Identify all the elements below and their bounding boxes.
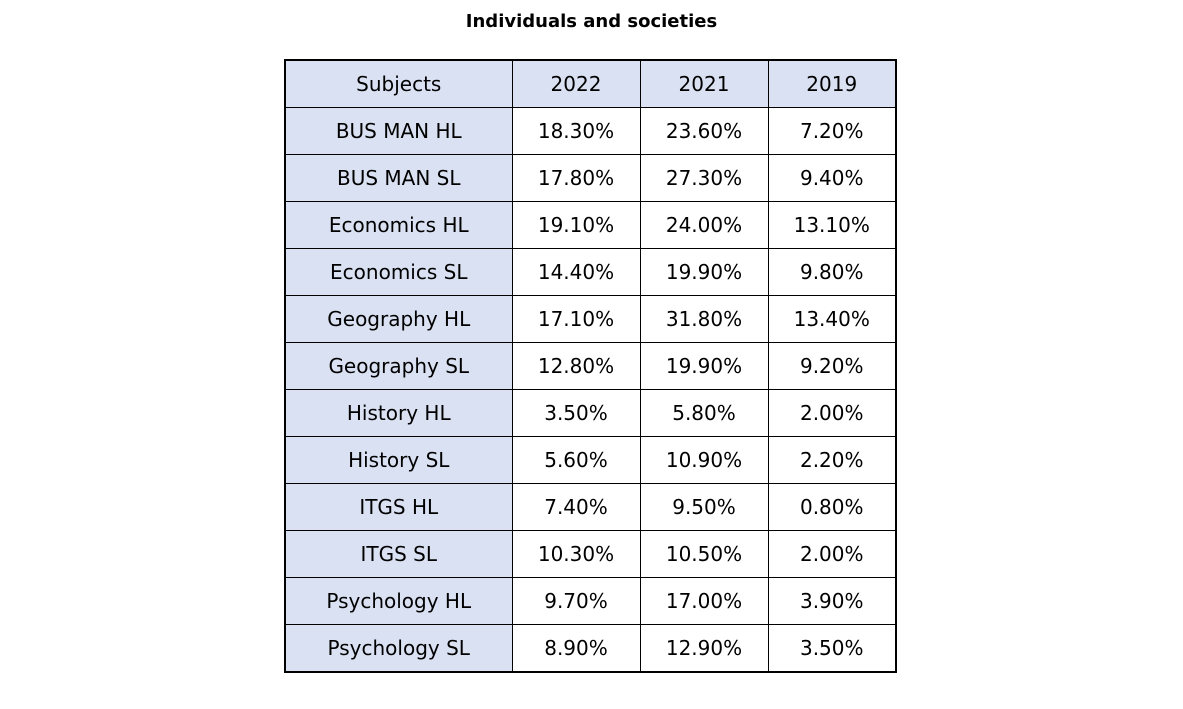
value-cell: 19.90% — [639, 248, 769, 296]
value-cell: 7.40% — [511, 483, 641, 531]
column-header-subjects: Subjects — [284, 59, 513, 108]
value-cell: 9.70% — [511, 577, 641, 625]
value-cell: 17.00% — [639, 577, 769, 625]
table-body: BUS MAN HL 18.30% 23.60% 7.20% BUS MAN SL 17.… — [284, 107, 897, 673]
value-cell: 5.80% — [639, 389, 769, 437]
value-cell: 31.80% — [639, 295, 769, 343]
value-cell: 8.90% — [511, 624, 641, 673]
subject-cell: Psychology HL — [284, 577, 513, 625]
table-row: Psychology HL 9.70% 17.00% 3.90% — [284, 577, 897, 625]
value-cell: 10.50% — [639, 530, 769, 578]
subject-cell: Geography SL — [284, 342, 513, 390]
value-cell: 3.50% — [767, 624, 897, 673]
value-cell: 2.20% — [767, 436, 897, 484]
value-cell: 13.40% — [767, 295, 897, 343]
table-header: Subjects 2022 2021 2019 — [284, 59, 897, 108]
table-row: ITGS HL 7.40% 9.50% 0.80% — [284, 483, 897, 531]
value-cell: 14.40% — [511, 248, 641, 296]
results-table: Subjects 2022 2021 2019 BUS MAN HL 18.30%… — [284, 59, 897, 673]
table-row: BUS MAN SL 17.80% 27.30% 9.40% — [284, 154, 897, 202]
subject-cell: BUS MAN HL — [284, 107, 513, 155]
table-row: Psychology SL 8.90% 12.90% 3.50% — [284, 624, 897, 673]
subject-cell: Psychology SL — [284, 624, 513, 673]
value-cell: 0.80% — [767, 483, 897, 531]
subject-cell: BUS MAN SL — [284, 154, 513, 202]
value-cell: 18.30% — [511, 107, 641, 155]
value-cell: 19.90% — [639, 342, 769, 390]
table-row: ITGS SL 10.30% 10.50% 2.00% — [284, 530, 897, 578]
value-cell: 5.60% — [511, 436, 641, 484]
value-cell: 9.80% — [767, 248, 897, 296]
value-cell: 17.80% — [511, 154, 641, 202]
table-row: Economics SL 14.40% 19.90% 9.80% — [284, 248, 897, 296]
value-cell: 9.50% — [639, 483, 769, 531]
header-row: Subjects 2022 2021 2019 — [284, 59, 897, 108]
value-cell: 7.20% — [767, 107, 897, 155]
column-header-2022: 2022 — [511, 59, 641, 108]
column-header-2019: 2019 — [767, 59, 897, 108]
subject-cell: Geography HL — [284, 295, 513, 343]
value-cell: 17.10% — [511, 295, 641, 343]
value-cell: 12.80% — [511, 342, 641, 390]
subject-cell: ITGS SL — [284, 530, 513, 578]
table-row: Geography SL 12.80% 19.90% 9.20% — [284, 342, 897, 390]
table-row: History HL 3.50% 5.80% 2.00% — [284, 389, 897, 437]
column-header-2021: 2021 — [639, 59, 769, 108]
value-cell: 2.00% — [767, 530, 897, 578]
table-row: Economics HL 19.10% 24.00% 13.10% — [284, 201, 897, 249]
value-cell: 27.30% — [639, 154, 769, 202]
subject-cell: Economics HL — [284, 201, 513, 249]
subject-cell: Economics SL — [284, 248, 513, 296]
subject-cell: History HL — [284, 389, 513, 437]
value-cell: 13.10% — [767, 201, 897, 249]
subject-cell: ITGS HL — [284, 483, 513, 531]
value-cell: 9.20% — [767, 342, 897, 390]
value-cell: 10.90% — [639, 436, 769, 484]
value-cell: 10.30% — [511, 530, 641, 578]
table-row: Geography HL 17.10% 31.80% 13.40% — [284, 295, 897, 343]
value-cell: 2.00% — [767, 389, 897, 437]
value-cell: 19.10% — [511, 201, 641, 249]
value-cell: 3.50% — [511, 389, 641, 437]
value-cell: 23.60% — [639, 107, 769, 155]
table-row: BUS MAN HL 18.30% 23.60% 7.20% — [284, 107, 897, 155]
table-row: History SL 5.60% 10.90% 2.20% — [284, 436, 897, 484]
value-cell: 24.00% — [639, 201, 769, 249]
table-title: Individuals and societies — [465, 11, 718, 32]
value-cell: 3.90% — [767, 577, 897, 625]
value-cell: 9.40% — [767, 154, 897, 202]
subject-cell: History SL — [284, 436, 513, 484]
value-cell: 12.90% — [639, 624, 769, 673]
